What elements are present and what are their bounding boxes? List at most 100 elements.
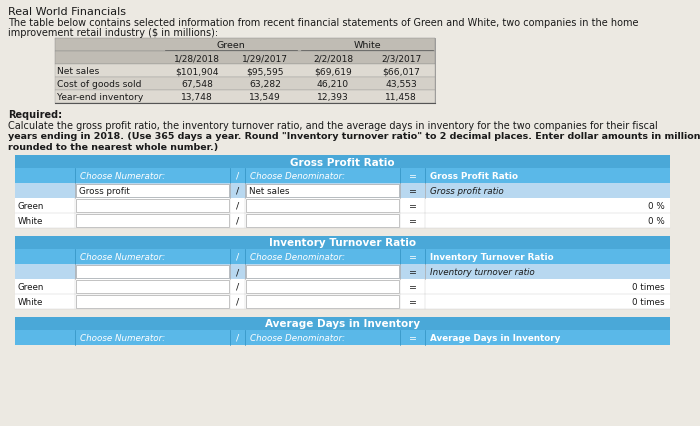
Bar (15, 184, 670, 199)
Text: $69,619: $69,619 (314, 67, 352, 76)
Text: 12,393: 12,393 (317, 93, 349, 102)
Text: Year-end inventory: Year-end inventory (57, 93, 144, 102)
Bar (76, 295, 229, 308)
Text: improvement retail industry ($ in millions):: improvement retail industry ($ in millio… (8, 28, 218, 38)
Text: /: / (236, 333, 239, 342)
Text: Choose Denominator:: Choose Denominator: (250, 333, 345, 342)
Bar (55, 52, 435, 65)
Text: 13,748: 13,748 (181, 93, 213, 102)
Bar (246, 265, 399, 278)
Bar (15, 249, 670, 265)
Text: Calculate the gross profit ratio, the inventory turnover ratio, and the average : Calculate the gross profit ratio, the in… (8, 121, 658, 131)
Bar (55, 39, 435, 52)
Bar (15, 155, 670, 169)
Text: Gross Profit Ratio: Gross Profit Ratio (430, 172, 518, 181)
Text: Inventory Turnover Ratio: Inventory Turnover Ratio (430, 253, 554, 262)
Text: 1/29/2017: 1/29/2017 (242, 54, 288, 63)
Bar (55, 39, 435, 104)
Bar (76, 199, 229, 213)
Bar (76, 184, 229, 198)
Text: =: = (409, 333, 416, 342)
Text: 0 times: 0 times (632, 297, 665, 306)
Text: /: / (236, 216, 239, 225)
Text: /: / (236, 201, 239, 210)
Text: 0 %: 0 % (648, 216, 665, 225)
Text: Net sales: Net sales (57, 67, 99, 76)
Text: Real World Financials: Real World Financials (8, 7, 126, 17)
Bar (15, 228, 670, 236)
Text: 2/3/2017: 2/3/2017 (381, 54, 421, 63)
Text: 67,548: 67,548 (181, 80, 213, 89)
Text: rounded to the nearest whole number.): rounded to the nearest whole number.) (8, 143, 218, 152)
Text: years ending in 2018. (Use 365 days a year. Round "Inventory turnover ratio" to : years ending in 2018. (Use 365 days a ye… (8, 132, 700, 141)
Text: =: = (409, 282, 416, 291)
Bar (246, 184, 399, 198)
Bar (15, 294, 670, 309)
Text: Green: Green (216, 41, 246, 50)
Bar (15, 309, 670, 317)
Bar (246, 295, 399, 308)
Bar (15, 279, 670, 294)
Text: =: = (409, 253, 416, 262)
Text: 63,282: 63,282 (249, 80, 281, 89)
Bar (76, 280, 229, 294)
Bar (15, 265, 670, 279)
Text: =: = (409, 172, 416, 181)
Text: $101,904: $101,904 (175, 67, 219, 76)
Text: 2/2/2018: 2/2/2018 (313, 54, 353, 63)
Text: 46,210: 46,210 (317, 80, 349, 89)
Bar (15, 236, 670, 249)
Bar (15, 199, 670, 213)
Text: Inventory turnover ratio: Inventory turnover ratio (430, 268, 535, 276)
Bar (15, 317, 670, 330)
Text: /: / (236, 253, 239, 262)
Text: $95,595: $95,595 (246, 67, 284, 76)
Text: White: White (354, 41, 381, 50)
Bar (15, 213, 670, 228)
Bar (55, 78, 435, 91)
Text: Cost of goods sold: Cost of goods sold (57, 80, 141, 89)
Text: Choose Numerator:: Choose Numerator: (80, 333, 165, 342)
Text: 11,458: 11,458 (385, 93, 417, 102)
Text: The table below contains selected information from recent financial statements o: The table below contains selected inform… (8, 18, 638, 28)
Text: Choose Numerator:: Choose Numerator: (80, 172, 165, 181)
Text: 43,553: 43,553 (385, 80, 417, 89)
Text: Choose Denominator:: Choose Denominator: (250, 172, 345, 181)
Text: 13,549: 13,549 (249, 93, 281, 102)
Text: White: White (18, 216, 43, 225)
Bar (55, 91, 435, 104)
Text: =: = (409, 201, 416, 210)
Text: White: White (18, 297, 43, 306)
Text: Average Days in Inventory: Average Days in Inventory (430, 333, 561, 342)
Text: $66,017: $66,017 (382, 67, 420, 76)
Text: Required:: Required: (8, 110, 62, 120)
Text: Choose Denominator:: Choose Denominator: (250, 253, 345, 262)
Bar (15, 169, 670, 184)
Bar (76, 265, 229, 278)
Text: /: / (236, 268, 239, 276)
Text: Inventory Turnover Ratio: Inventory Turnover Ratio (269, 238, 416, 248)
Text: 0 %: 0 % (648, 201, 665, 210)
Bar (246, 215, 399, 227)
Text: Choose Numerator:: Choose Numerator: (80, 253, 165, 262)
Text: Gross profit: Gross profit (79, 187, 130, 196)
Bar (76, 215, 229, 227)
Text: Gross profit ratio: Gross profit ratio (430, 187, 504, 196)
Text: Average Days in Inventory: Average Days in Inventory (265, 319, 420, 329)
Bar (15, 330, 670, 345)
Text: =: = (409, 216, 416, 225)
Text: Green: Green (18, 282, 44, 291)
Bar (246, 199, 399, 213)
Text: =: = (409, 297, 416, 306)
Text: =: = (409, 187, 416, 196)
Bar (246, 280, 399, 294)
Text: Net sales: Net sales (249, 187, 290, 196)
Text: =: = (409, 268, 416, 276)
Text: 1/28/2018: 1/28/2018 (174, 54, 220, 63)
Text: /: / (236, 297, 239, 306)
Text: /: / (236, 282, 239, 291)
Text: Gross Profit Ratio: Gross Profit Ratio (290, 157, 395, 167)
Text: 0 times: 0 times (632, 282, 665, 291)
Bar (55, 65, 435, 78)
Text: /: / (236, 187, 239, 196)
